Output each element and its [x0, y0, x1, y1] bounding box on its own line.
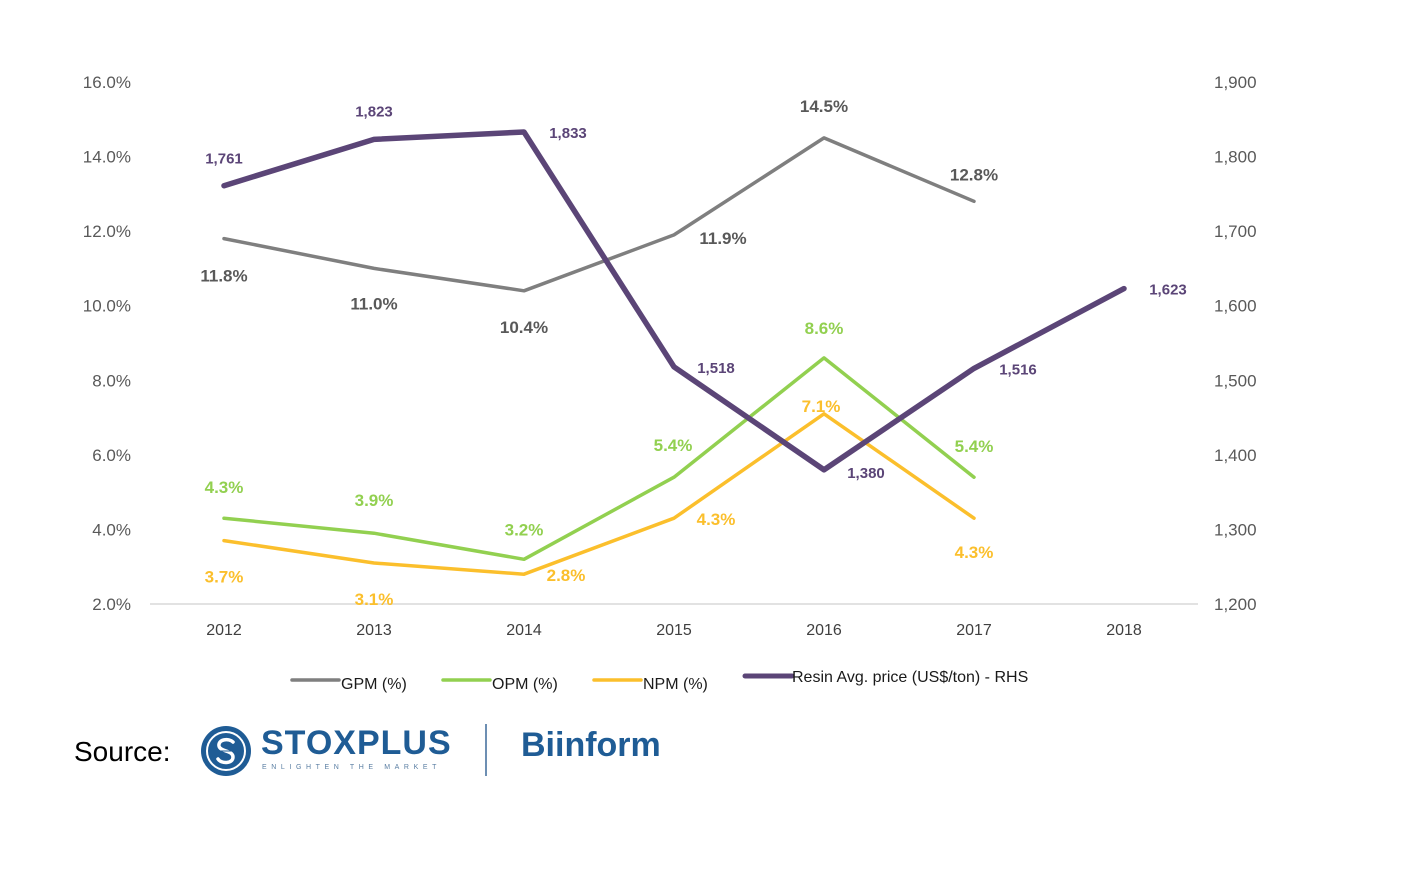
y-left-tick-label: 6.0%: [92, 446, 131, 465]
source-label: Source:: [74, 736, 171, 767]
legend-label: OPM (%): [492, 676, 558, 693]
legend-label: Resin Avg. price (US$/ton) - RHS: [792, 669, 1028, 686]
data-label-3: 1,823: [355, 103, 393, 120]
y-left-tick-label: 16.0%: [83, 73, 131, 92]
x-tick-label: 2013: [356, 622, 392, 639]
y-right-tick-label: 1,200: [1214, 595, 1257, 614]
data-label-1: 4.3%: [205, 478, 244, 497]
data-label-0: 10.4%: [500, 318, 548, 337]
x-tick-label: 2016: [806, 622, 842, 639]
data-label-1: 5.4%: [654, 436, 693, 455]
data-label-2: 4.3%: [955, 543, 994, 562]
y-right-tick-label: 1,300: [1214, 520, 1257, 539]
series-lines: [221, 129, 1127, 576]
data-label-3: 1,380: [847, 465, 885, 482]
y-left-tick-label: 14.0%: [83, 148, 131, 167]
data-label-2: 4.3%: [697, 510, 736, 529]
data-labels: 11.8% 11.0% 10.4% 11.9% 14.5% 12.8% 4.3% 3.9% 3.…: [200, 97, 1186, 609]
y-right-tick-label: 1,700: [1214, 222, 1257, 241]
y-right-tick-label: 1,900: [1214, 73, 1257, 92]
data-label-3: 1,518: [697, 360, 735, 377]
y-right-tick-label: 1,500: [1214, 371, 1257, 390]
legend: GPM (%) OPM (%) NPM (%) Resin Avg. price (U…: [290, 669, 1028, 693]
y-right-tick-label: 1,400: [1214, 446, 1257, 465]
x-tick-label: 2015: [656, 622, 692, 639]
y-left-tick-label: 4.0%: [92, 520, 131, 539]
data-label-2: 3.7%: [205, 568, 244, 587]
y-right-tick-label: 1,800: [1214, 148, 1257, 167]
data-label-0: 11.9%: [699, 229, 746, 248]
y-axis-left: 2.0% 4.0% 6.0% 8.0% 10.0% 12.0% 14.0% 16.0%: [83, 73, 131, 614]
data-label-1: 8.6%: [805, 319, 844, 338]
data-label-2: 7.1%: [802, 397, 841, 416]
logo-divider: [485, 724, 487, 776]
x-tick-label: 2018: [1106, 622, 1142, 639]
series-line-3: [221, 129, 1127, 473]
biinform-wordmark: Biinform: [521, 726, 661, 764]
data-label-1: 3.9%: [355, 491, 394, 510]
x-axis: 2012 2013 2014 2015 2016 2017 2018: [206, 622, 1142, 639]
data-label-0: 14.5%: [800, 97, 848, 116]
data-label-0: 11.8%: [200, 267, 247, 286]
x-tick-label: 2017: [956, 622, 992, 639]
x-tick-label: 2014: [506, 622, 542, 639]
data-label-3: 1,761: [205, 151, 243, 168]
data-label-3: 1,623: [1149, 282, 1187, 299]
data-label-1: 3.2%: [505, 520, 544, 539]
data-label-0: 12.8%: [950, 165, 998, 184]
data-label-3: 1,833: [549, 125, 587, 142]
series-line-1: [222, 356, 976, 562]
stoxplus-wordmark: STOXPLUS: [261, 724, 452, 762]
y-left-tick-label: 8.0%: [92, 371, 131, 390]
series-line-0: [222, 136, 976, 293]
stoxplus-logo-icon: [201, 726, 251, 776]
stoxplus-tagline: ENLIGHTEN THE MARKET: [262, 764, 441, 771]
data-label-2: 2.8%: [547, 566, 586, 585]
y-axis-right: 1,200 1,300 1,400 1,500 1,600 1,700 1,800 1,900: [1214, 73, 1257, 614]
y-left-tick-label: 2.0%: [92, 595, 131, 614]
chart: 2.0% 4.0% 6.0% 8.0% 10.0% 12.0% 14.0% 16.0% 1,2…: [83, 73, 1257, 693]
series-line-2: [222, 412, 976, 576]
data-label-0: 11.0%: [350, 294, 397, 313]
y-left-tick-label: 12.0%: [83, 222, 131, 241]
y-left-tick-label: 10.0%: [83, 297, 131, 316]
x-tick-label: 2012: [206, 622, 242, 639]
data-label-3: 1,516: [999, 361, 1037, 378]
source-attribution: Source: STOXPLUS ENLIGHTEN THE MARKET Bi…: [74, 722, 661, 782]
data-label-2: 3.1%: [355, 590, 394, 609]
legend-label: NPM (%): [643, 676, 708, 693]
data-label-1: 5.4%: [955, 437, 994, 456]
y-right-tick-label: 1,600: [1214, 297, 1257, 316]
legend-label: GPM (%): [341, 676, 407, 693]
